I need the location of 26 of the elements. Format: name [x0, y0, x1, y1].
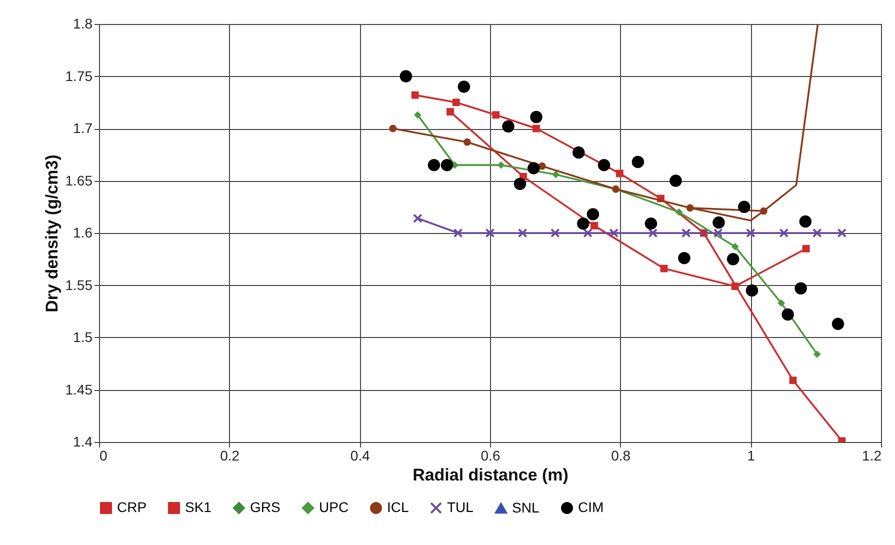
y-tick-label: 1.5 — [73, 329, 93, 345]
y-tick-label: 1.6 — [73, 224, 93, 240]
x-tick-label: 1 — [747, 448, 756, 464]
x-tick-label: 0.2 — [220, 448, 240, 464]
x-tick-label: 0.4 — [350, 448, 370, 464]
legend-label: UPC — [319, 499, 349, 515]
legend-label: SNL — [512, 499, 540, 516]
y-tick-label: 1.8 — [73, 16, 93, 32]
x-tick-label: 0.6 — [480, 448, 500, 464]
legend-label: SK1 — [185, 499, 212, 515]
y-tick-label: 1.4 — [73, 434, 93, 450]
legend-label: TUL — [447, 499, 474, 515]
legend-label: CRP — [117, 499, 147, 515]
y-axis-title: Dry density (g/cm3) — [42, 154, 62, 312]
y-tick-label: 1.45 — [65, 381, 93, 398]
y-tick-label: 1.75 — [65, 68, 93, 84]
x-tick-label: 0 — [100, 448, 108, 464]
x-tick-label: 0.8 — [611, 448, 631, 464]
x-axis-title: Radial distance (m) — [412, 466, 568, 484]
legend-label: ICL — [387, 499, 409, 515]
x-tick-label: 1.2 — [862, 448, 882, 464]
y-tick-label: 1.55 — [65, 276, 93, 293]
y-tick-label: 1.7 — [73, 120, 93, 136]
y-tick-label: 1.65 — [65, 172, 93, 188]
legend-label: CIM — [578, 499, 604, 515]
legend-label: GRS — [250, 499, 280, 515]
